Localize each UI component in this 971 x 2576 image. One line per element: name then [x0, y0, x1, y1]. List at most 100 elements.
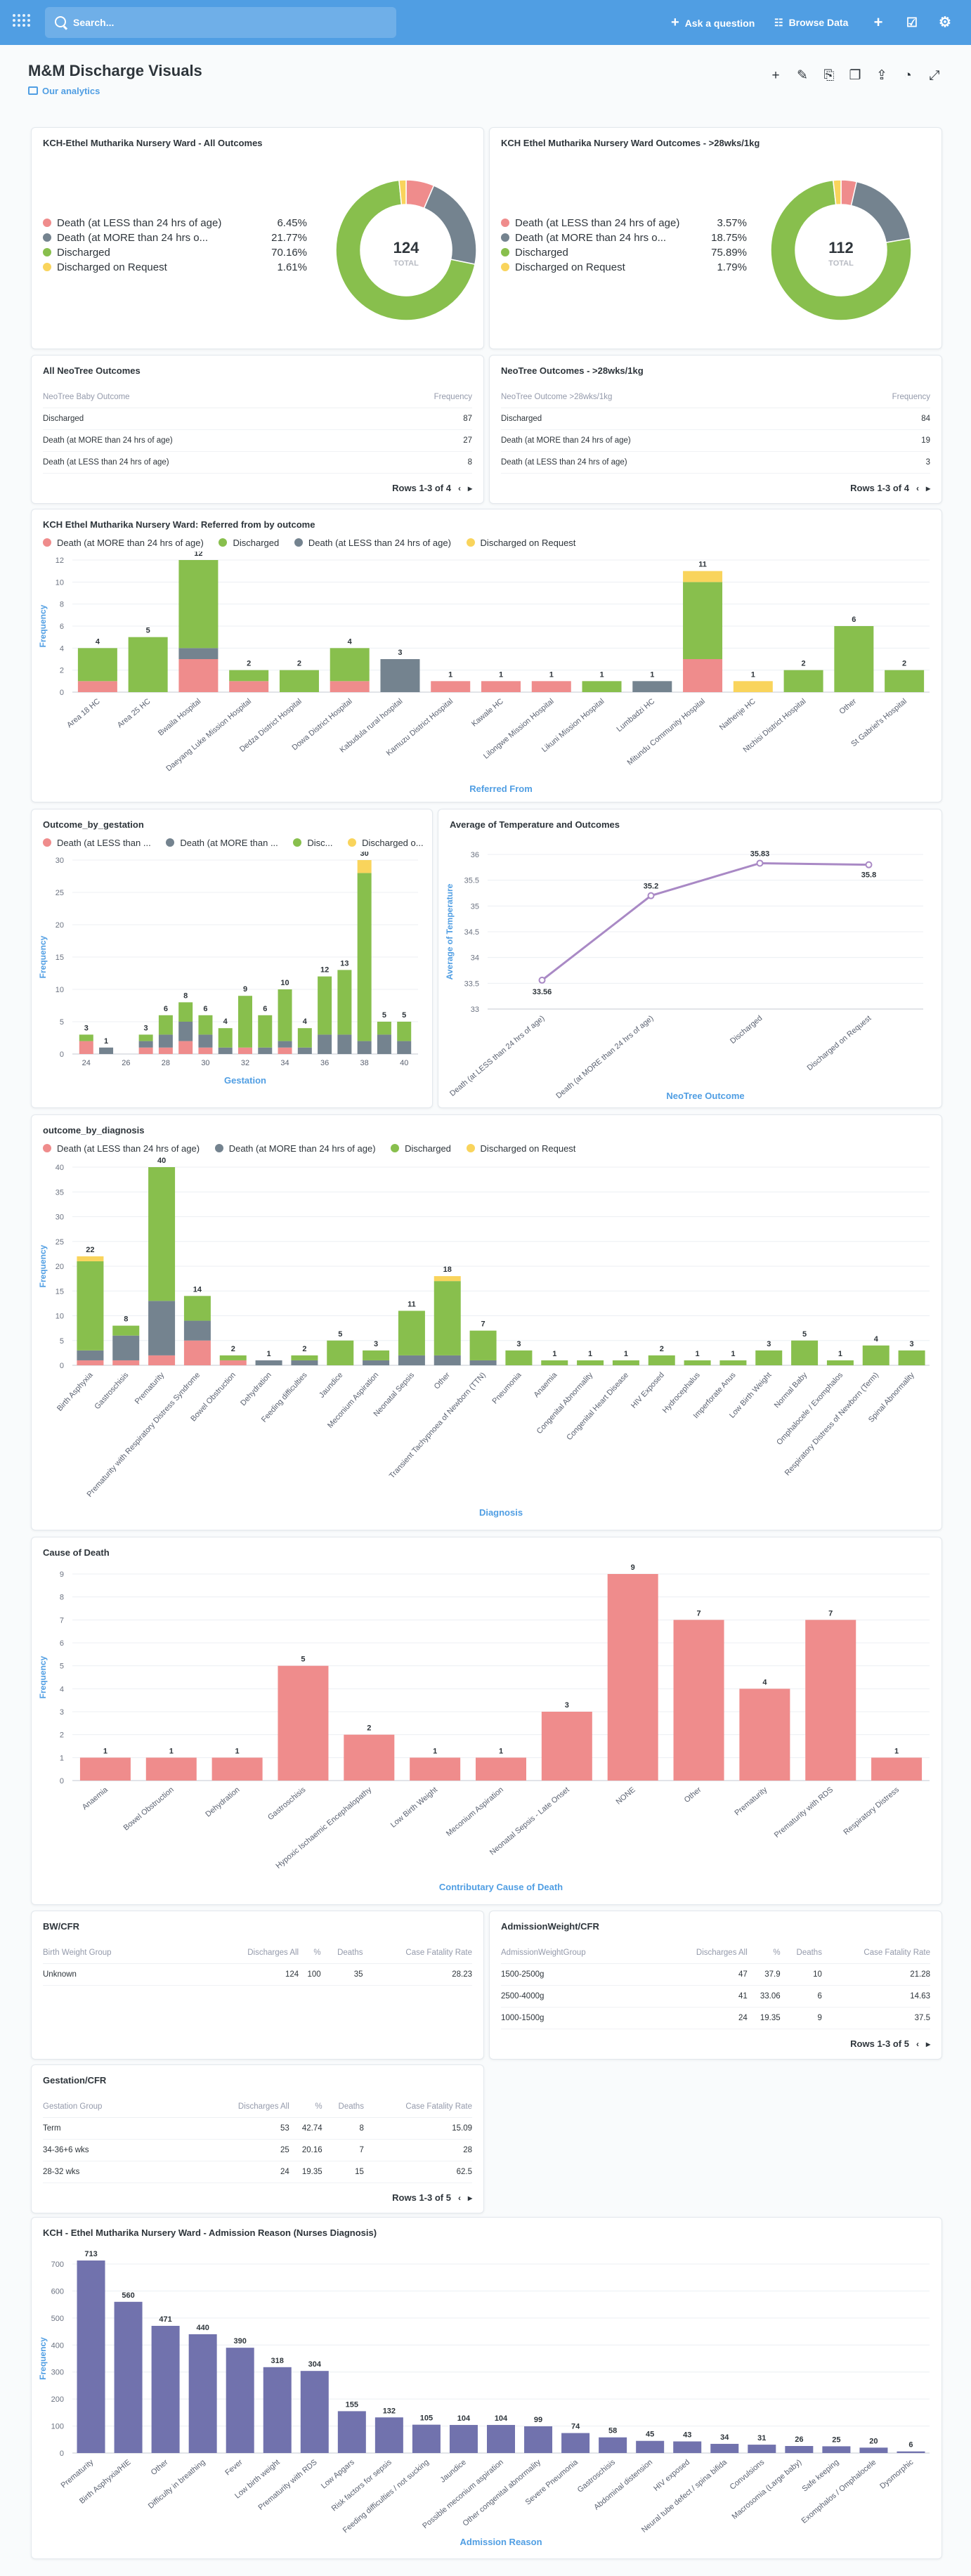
- history-icon[interactable]: ⎘: [823, 68, 835, 83]
- column-header[interactable]: Deaths: [322, 2096, 364, 2118]
- bar[interactable]: [636, 2440, 665, 2453]
- column-header[interactable]: NeoTree Baby Outcome: [43, 386, 375, 408]
- bar-segment[interactable]: [291, 1360, 318, 1365]
- table-card-all-outcomes[interactable]: All NeoTree Outcomes NeoTree Baby Outcom…: [31, 355, 484, 504]
- bar[interactable]: [710, 2443, 739, 2453]
- data-point[interactable]: [756, 859, 764, 867]
- bar-segment[interactable]: [684, 1360, 711, 1365]
- cause-of-death-card[interactable]: Cause of Death 0 1 2 3 4 5 6 7 8 9 1 Anaemia 1 Bowel …: [31, 1537, 942, 1905]
- duplicate-icon[interactable]: ❐: [849, 68, 861, 83]
- bar-segment[interactable]: [683, 571, 723, 583]
- bar[interactable]: [859, 2447, 888, 2453]
- bar-segment[interactable]: [79, 1041, 93, 1054]
- bar-segment[interactable]: [77, 1256, 104, 1261]
- legend-item[interactable]: Death (at MORE than 24 hrs of age): [214, 1143, 376, 1154]
- bar-segment[interactable]: [434, 1355, 461, 1365]
- donut-slice[interactable]: [423, 185, 476, 266]
- bar[interactable]: [599, 2437, 627, 2453]
- legend-item[interactable]: Death (at LESS than 24 hrs of age): [294, 538, 451, 548]
- bar[interactable]: [151, 2326, 180, 2453]
- bar-segment[interactable]: [297, 1047, 312, 1054]
- column-header[interactable]: %: [747, 1942, 781, 1964]
- bar[interactable]: [412, 2424, 441, 2453]
- data-point[interactable]: [538, 976, 546, 984]
- legend-item[interactable]: Death (at LESS than ...: [43, 838, 151, 848]
- admission-reason-card[interactable]: KCH - Ethel Mutharika Nursery Ward - Adm…: [31, 2217, 942, 2559]
- table-card-28wks[interactable]: NeoTree Outcomes - >28wks/1kg NeoTree Ou…: [489, 355, 942, 504]
- column-header[interactable]: Gestation Group: [43, 2096, 207, 2118]
- legend-item[interactable]: Death (at MORE than 24 hrs o... 18.75%: [501, 232, 747, 244]
- donut-slice[interactable]: [336, 179, 476, 321]
- bar-segment[interactable]: [377, 1034, 391, 1054]
- bar-segment[interactable]: [505, 1350, 533, 1365]
- bar-segment[interactable]: [148, 1167, 176, 1301]
- next-page-icon[interactable]: ▸: [925, 483, 930, 493]
- legend-item[interactable]: Discharged on Request: [466, 1143, 575, 1154]
- bar[interactable]: [79, 1757, 131, 1781]
- bar-segment[interactable]: [77, 1350, 104, 1360]
- bar-segment[interactable]: [255, 1360, 282, 1365]
- temperature-line-chart[interactable]: 33 33.5 34 34.5 35 35.5 36 33.56 Death (at LESS …: [438, 833, 941, 1105]
- column-header[interactable]: Deaths: [320, 1942, 363, 1964]
- bar-segment[interactable]: [77, 648, 117, 682]
- bar-segment[interactable]: [278, 1047, 292, 1054]
- bar-segment[interactable]: [278, 989, 292, 1041]
- bar-segment[interactable]: [219, 1360, 247, 1365]
- bar-segment[interactable]: [148, 1355, 176, 1365]
- bar-segment[interactable]: [178, 659, 219, 692]
- gestation-cfr-card[interactable]: Gestation/CFR Gestation Group Discharges …: [31, 2064, 484, 2213]
- column-header[interactable]: NeoTree Outcome >28wks/1kg: [501, 386, 833, 408]
- bar-segment[interactable]: [397, 1022, 412, 1041]
- data-point[interactable]: [647, 892, 655, 899]
- prev-page-icon[interactable]: ‹: [915, 2039, 919, 2049]
- legend-item[interactable]: Death (at LESS than 24 hrs of age) 6.45%: [43, 217, 307, 229]
- column-header[interactable]: Frequency: [833, 386, 930, 408]
- diagnosis-card[interactable]: outcome_by_diagnosis Death (at LESS than…: [31, 1114, 942, 1530]
- bar-segment[interactable]: [683, 659, 723, 692]
- bar[interactable]: [739, 1689, 790, 1781]
- bar-segment[interactable]: [158, 1047, 173, 1054]
- next-page-icon[interactable]: ▸: [925, 2039, 930, 2049]
- bar-segment[interactable]: [198, 1034, 213, 1048]
- bar[interactable]: [822, 2446, 851, 2453]
- bar-segment[interactable]: [481, 681, 521, 692]
- legend-item[interactable]: Discharged: [391, 1143, 451, 1154]
- bar-segment[interactable]: [733, 681, 773, 692]
- legend-item[interactable]: Discharged on Request: [466, 538, 575, 548]
- activity-icon[interactable]: ☑: [906, 15, 918, 30]
- add-card-icon[interactable]: +: [771, 68, 780, 83]
- next-page-icon[interactable]: ▸: [467, 483, 472, 493]
- bar-segment[interactable]: [158, 1034, 173, 1048]
- bar-segment[interactable]: [291, 1355, 318, 1360]
- legend-item[interactable]: Discharged o...: [348, 838, 424, 848]
- bar-segment[interactable]: [834, 626, 874, 692]
- bar-segment[interactable]: [469, 1360, 497, 1365]
- bar-segment[interactable]: [357, 1041, 372, 1054]
- prev-page-icon[interactable]: ‹: [457, 2193, 461, 2203]
- donut-slice[interactable]: [850, 181, 911, 243]
- bar-segment[interactable]: [79, 1034, 93, 1041]
- bar-segment[interactable]: [612, 1360, 639, 1365]
- bar-segment[interactable]: [357, 860, 372, 873]
- new-plus-icon[interactable]: +: [873, 13, 883, 31]
- bar[interactable]: [337, 2411, 366, 2453]
- bar[interactable]: [300, 2371, 329, 2453]
- admission-weight-cfr-card[interactable]: AdmissionWeight/CFR AdmissionWeightGroup…: [489, 1911, 942, 2060]
- bar-segment[interactable]: [755, 1350, 783, 1365]
- edit-pencil-icon[interactable]: ✎: [797, 68, 808, 83]
- bar-segment[interactable]: [898, 1350, 925, 1365]
- bar-segment[interactable]: [398, 1355, 425, 1365]
- bar-segment[interactable]: [719, 1360, 747, 1365]
- legend-item[interactable]: Discharged on Request 1.61%: [43, 261, 307, 273]
- bar-segment[interactable]: [77, 1261, 104, 1351]
- bar-segment[interactable]: [791, 1340, 819, 1365]
- bar-segment[interactable]: [178, 560, 219, 649]
- column-header[interactable]: Discharges All: [214, 1942, 299, 1964]
- legend-item[interactable]: Death (at MORE than ...: [166, 838, 278, 848]
- bar-segment[interactable]: [541, 1360, 568, 1365]
- autoplay-clock-icon[interactable]: ◔: [904, 68, 912, 83]
- bar[interactable]: [145, 1757, 197, 1781]
- bar[interactable]: [785, 2446, 814, 2453]
- bar-segment[interactable]: [158, 1015, 173, 1035]
